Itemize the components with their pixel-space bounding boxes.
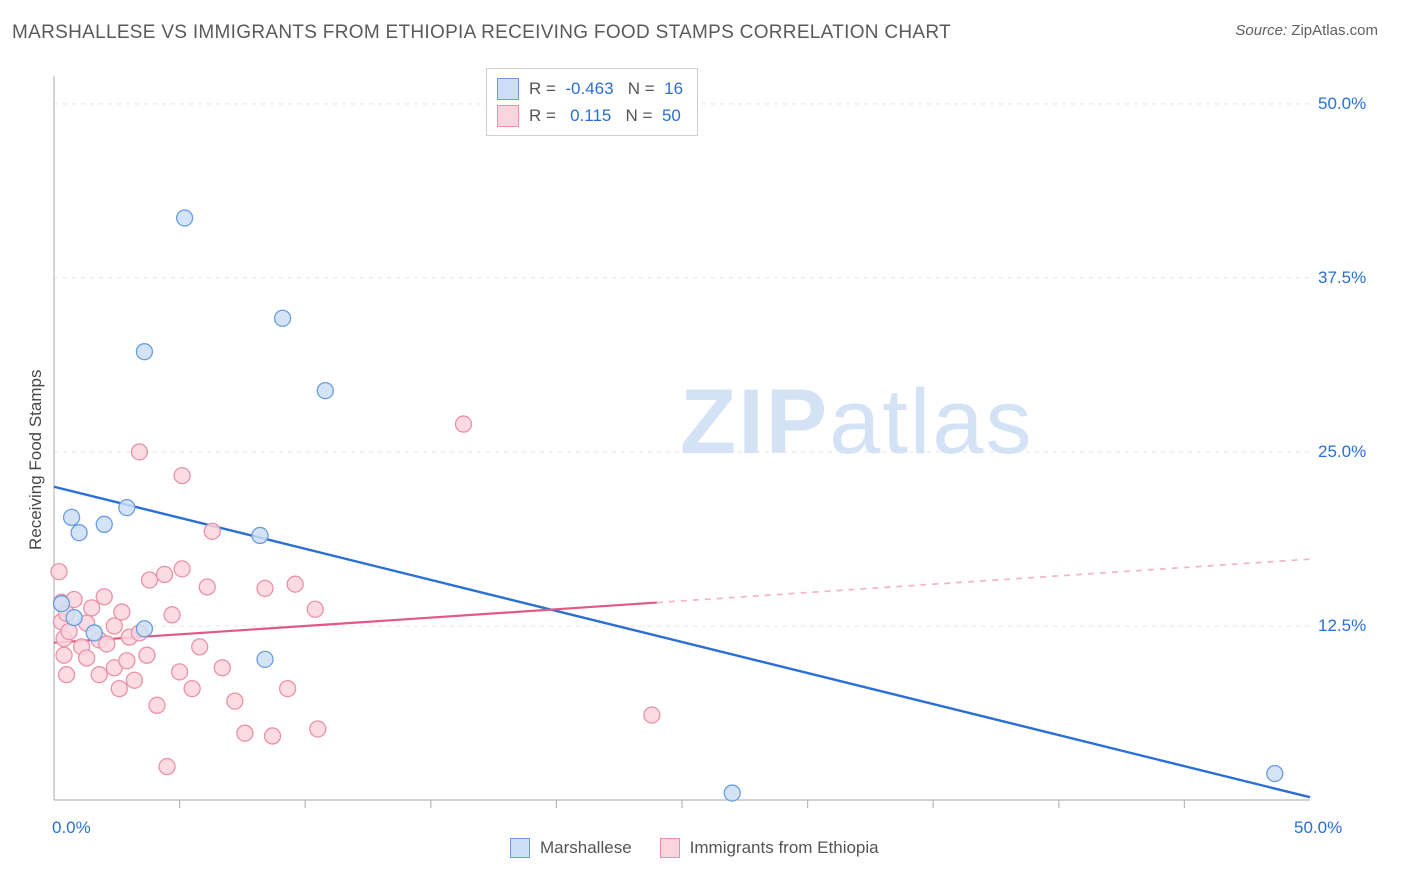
source-label: Source: — [1235, 22, 1287, 39]
series-legend: Marshallese Immigrants from Ethiopia — [510, 838, 879, 858]
x-tick-label: 0.0% — [52, 818, 91, 838]
scatter-plot-svg — [50, 70, 1370, 830]
legend-item: Immigrants from Ethiopia — [660, 838, 879, 858]
legend-swatch — [497, 105, 519, 127]
legend-label: Immigrants from Ethiopia — [690, 838, 879, 858]
stats-legend-row: R = -0.463 N = 16 — [497, 75, 683, 102]
legend-label: Marshallese — [540, 838, 632, 858]
chart-area: ZIPatlas Receiving Food Stamps 12.5%25.0… — [50, 70, 1390, 840]
legend-item: Marshallese — [510, 838, 632, 858]
y-tick-label: 37.5% — [1318, 268, 1366, 288]
source-attribution: Source: ZipAtlas.com — [1235, 22, 1378, 39]
y-tick-label: 25.0% — [1318, 442, 1366, 462]
y-tick-label: 50.0% — [1318, 94, 1366, 114]
legend-swatch — [497, 78, 519, 100]
x-tick-label: 50.0% — [1294, 818, 1342, 838]
stats-legend-box: R = -0.463 N = 16R = 0.115 N = 50 — [486, 68, 698, 136]
stats-legend-row: R = 0.115 N = 50 — [497, 102, 683, 129]
chart-title: MARSHALLESE VS IMMIGRANTS FROM ETHIOPIA … — [12, 22, 951, 44]
legend-swatch — [510, 838, 530, 858]
y-tick-label: 12.5% — [1318, 616, 1366, 636]
y-axis-label: Receiving Food Stamps — [26, 370, 46, 550]
legend-stats-text: R = -0.463 N = 16 — [529, 75, 683, 102]
chart-header: MARSHALLESE VS IMMIGRANTS FROM ETHIOPIA … — [0, 0, 1406, 44]
legend-stats-text: R = 0.115 N = 50 — [529, 102, 681, 129]
source-value: ZipAtlas.com — [1291, 22, 1378, 39]
legend-swatch — [660, 838, 680, 858]
